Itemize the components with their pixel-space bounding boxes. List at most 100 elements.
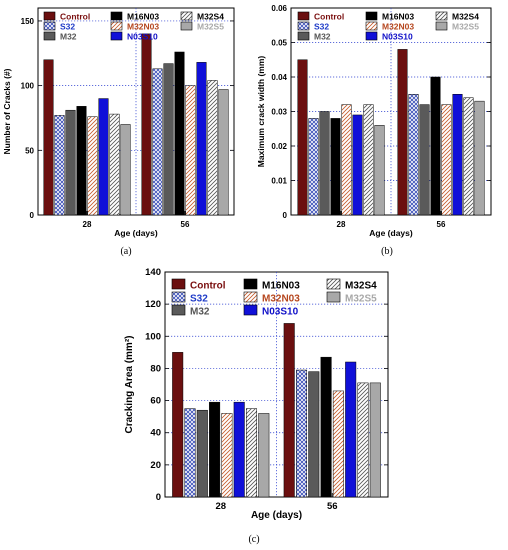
- bar-m32s5-28: [120, 124, 131, 216]
- legend-swatch: [435, 21, 448, 31]
- legend-label: M32S4: [452, 12, 479, 22]
- bar-m32n03-56: [185, 85, 196, 216]
- legend-swatch: [110, 31, 123, 41]
- legend-swatch: [243, 304, 258, 316]
- chart-c: 0 20 40 60 80 100 120 140 28 56 Control S32 M32 M16N0…: [124, 267, 389, 545]
- legend-label: M16N03: [262, 281, 300, 292]
- bar-m32n03-56: [332, 390, 344, 498]
- legend-label: S32: [60, 22, 75, 32]
- x-tick-label: 28: [337, 220, 346, 229]
- panel-label: (b): [381, 246, 393, 257]
- y-axis-title: Maximum crack width (mm): [256, 56, 266, 168]
- bar-control-28: [172, 352, 184, 498]
- x-tick-label: 28: [83, 220, 92, 229]
- bar-n03s10-28: [98, 98, 109, 216]
- y-tick-label: 40: [150, 428, 161, 439]
- bar-m16n03-56: [320, 356, 332, 498]
- x-tick-label: 56: [437, 220, 446, 229]
- bar-m32-28: [196, 409, 208, 498]
- bar-m32s5-56: [218, 89, 229, 216]
- legend-swatch: [326, 278, 341, 290]
- legend-swatch: [365, 31, 378, 41]
- legend-swatch: [297, 21, 310, 31]
- legend-swatch: [243, 278, 258, 290]
- bar-n03s10-56: [345, 361, 357, 498]
- legend-swatch: [180, 11, 193, 21]
- y-tick-label: 100: [145, 331, 161, 342]
- bar-m32-28: [65, 109, 76, 216]
- bar-m16n03-56: [430, 76, 441, 216]
- y-tick-label: 0: [283, 211, 288, 220]
- legend-label: M32N03: [262, 294, 300, 305]
- legend-swatch: [243, 291, 258, 303]
- legend-label: M32S4: [197, 12, 224, 22]
- legend-swatch: [435, 11, 448, 21]
- legend-label: M32S5: [197, 22, 224, 32]
- bar-m32s5-56: [474, 100, 485, 216]
- legend-swatch: [43, 11, 56, 21]
- panel-label: (a): [120, 246, 131, 257]
- legend-swatch: [297, 11, 310, 21]
- y-tick-label: 0.01: [271, 177, 287, 186]
- y-tick-label: 0.05: [271, 39, 287, 48]
- bar-control-56: [141, 33, 152, 216]
- y-axis-title: Cracking Area (mm²): [124, 336, 135, 434]
- legend-swatch: [297, 31, 310, 41]
- bar-n03s10-56: [452, 94, 463, 216]
- legend-swatch: [110, 11, 123, 21]
- x-tick-label: 56: [327, 501, 338, 512]
- bar-m32-28: [319, 111, 330, 216]
- y-axis-title: Number of Cracks (#): [2, 68, 12, 154]
- legend-label: N03S10: [262, 307, 299, 318]
- x-axis-title: Age (days): [114, 228, 158, 238]
- legend-swatch: [171, 304, 186, 316]
- bar-control-28: [43, 59, 54, 216]
- legend-label: M32N03: [382, 22, 414, 32]
- y-tick-label: 80: [150, 363, 161, 374]
- x-tick-label: 56: [181, 220, 190, 229]
- bar-n03s10-56: [196, 62, 207, 216]
- legend-swatch: [171, 278, 186, 290]
- bar-m32n03-28: [87, 116, 98, 216]
- legend-label: S32: [314, 22, 329, 32]
- legend-label: S32: [190, 294, 208, 305]
- legend-label: M16N03: [382, 12, 414, 22]
- y-tick-label: 140: [145, 267, 161, 278]
- bar-m32s4-28: [246, 408, 257, 498]
- y-tick-label: 0: [30, 211, 35, 220]
- bar-s32-56: [296, 369, 307, 498]
- x-axis-title: Age (days): [369, 228, 413, 238]
- legend-swatch: [171, 291, 186, 303]
- bar-control-28: [297, 59, 308, 216]
- bar-n03s10-28: [352, 114, 363, 216]
- bar-control-56: [397, 49, 408, 216]
- legend-label: Control: [60, 12, 90, 22]
- bar-control-56: [283, 323, 295, 498]
- legend-swatch: [43, 21, 56, 31]
- x-tick-label: 28: [215, 501, 226, 512]
- legend-label: M16N03: [127, 12, 159, 22]
- legend-label: M32: [314, 32, 331, 42]
- y-tick-label: 60: [150, 396, 161, 407]
- y-tick-label: 0.02: [271, 142, 287, 151]
- legend-label: M32: [190, 307, 210, 318]
- bar-m32s4-28: [363, 104, 374, 216]
- panel-label: (c): [248, 534, 259, 545]
- y-tick-label: 0.06: [271, 4, 287, 13]
- legend-label: N03S10: [127, 32, 158, 42]
- bar-m32n03-56: [441, 104, 452, 216]
- bar-s32-56: [408, 94, 419, 216]
- y-tick-label: 0.04: [271, 73, 287, 82]
- bar-m16n03-28: [76, 106, 87, 216]
- bar-m32s5-28: [258, 413, 270, 498]
- bar-m32s4-56: [357, 382, 369, 498]
- bar-n03s10-28: [233, 401, 245, 498]
- y-tick-label: 120: [145, 299, 161, 310]
- legend-swatch: [180, 21, 193, 31]
- y-tick-label: 0.03: [271, 108, 287, 117]
- bar-m16n03-28: [209, 401, 221, 498]
- x-axis-title: Age (days): [251, 510, 302, 521]
- legend-swatch: [365, 21, 378, 31]
